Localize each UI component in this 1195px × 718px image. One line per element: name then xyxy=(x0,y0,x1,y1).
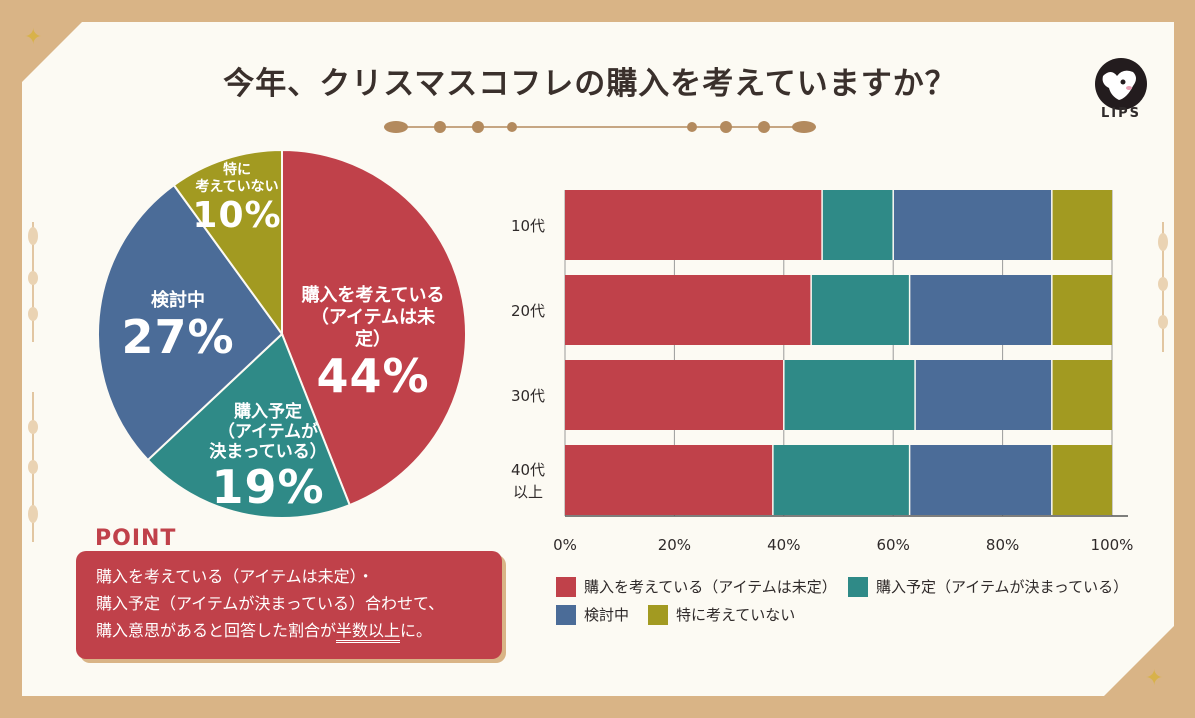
lips-logo-icon xyxy=(1095,58,1147,110)
point-highlight: 半数以上 xyxy=(336,621,401,643)
pie-percent: 44% xyxy=(316,349,430,403)
bar-segment xyxy=(565,445,773,515)
bar-segment xyxy=(1051,445,1112,515)
sparkle-icon: ✦ xyxy=(24,25,43,50)
pie-label-text: 検討中 xyxy=(151,290,205,311)
legend-item: 検討中 xyxy=(556,604,629,625)
point-line: 購入を考えている（アイテムは未定）・ xyxy=(96,567,374,586)
pie-chart xyxy=(97,148,467,519)
point-text-part: 購入意思があると回答した割合が xyxy=(96,621,337,640)
legend-swatch xyxy=(556,604,576,625)
left-ornament xyxy=(22,222,44,552)
bar-segment xyxy=(909,445,1052,515)
x-tick-label: 100% xyxy=(1091,536,1134,554)
legend-swatch xyxy=(848,576,868,597)
category-label: 20代 xyxy=(511,302,545,320)
pie-percent: 27% xyxy=(121,310,235,364)
legend-item: 特に考えていない xyxy=(648,604,795,625)
pie-label-text: 決まっている） xyxy=(209,442,327,462)
pie-label-considering: 検討中 27% xyxy=(108,290,248,362)
pie-label-planning-undecided: 購入を考えている （アイテムは未定） 44% xyxy=(298,285,448,401)
legend-item: 購入を考えている（アイテムは未定） xyxy=(556,576,837,597)
legend-label: 購入予定（アイテムが決まっている） xyxy=(876,578,1129,596)
bar-segment xyxy=(915,360,1052,430)
category-label: 以上 xyxy=(513,483,543,501)
pie-label-not-considering: 特に 考えていない 10% xyxy=(167,162,307,236)
bar-segment xyxy=(893,190,1052,260)
pie-label-text: 購入を考えている xyxy=(301,285,445,306)
point-text-part: に。 xyxy=(400,621,433,640)
pie-label-planning-decided: 購入予定 （アイテムが 決まっている） 19% xyxy=(198,402,338,512)
pie-percent: 19% xyxy=(211,460,325,514)
bar-segment xyxy=(565,275,812,345)
bar-segment xyxy=(565,360,784,430)
bar-segment xyxy=(1051,190,1112,260)
x-tick-label: 20% xyxy=(658,536,691,554)
category-label: 40代 xyxy=(511,461,545,479)
legend-label: 検討中 xyxy=(584,606,630,624)
pie-label-text: （アイテムは未定） xyxy=(310,307,436,350)
legend-swatch xyxy=(648,604,668,625)
pie-slice xyxy=(172,148,283,338)
point-title: POINT xyxy=(95,526,177,551)
pie-slice xyxy=(281,148,467,507)
title-ornament xyxy=(384,121,816,133)
bar-segment xyxy=(909,275,1052,345)
x-tick-label: 40% xyxy=(767,536,800,554)
logo-text: LIPS xyxy=(1100,106,1141,121)
pie-percent: 10% xyxy=(192,195,282,236)
pie-label-text: （アイテムが xyxy=(217,422,319,442)
point-text: 購入を考えている（アイテムは未定）・ 購入予定（アイテムが決まっている）合わせて… xyxy=(96,563,492,644)
right-ornament xyxy=(1152,222,1174,552)
pie-slice xyxy=(97,183,284,462)
x-tick-label: 60% xyxy=(877,536,910,554)
sparkle-icon: ✦ xyxy=(1145,666,1164,691)
category-label: 30代 xyxy=(511,387,545,405)
bar-segment xyxy=(1051,360,1112,430)
legend-item: 購入予定（アイテムが決まっている） xyxy=(848,576,1128,597)
legend-swatch xyxy=(556,576,576,597)
x-tick-label: 0% xyxy=(553,536,577,554)
pie-label-text: 特に xyxy=(223,162,251,178)
bar-segment xyxy=(772,445,910,515)
category-label: 10代 xyxy=(511,217,545,235)
bar-segment xyxy=(1051,275,1112,345)
bar-segment xyxy=(822,190,894,260)
bar-segment xyxy=(565,190,823,260)
point-box: 購入を考えている（アイテムは未定）・ 購入予定（アイテムが決まっている）合わせて… xyxy=(76,551,502,659)
x-tick-label: 80% xyxy=(986,536,1019,554)
pie-label-text: 購入予定 xyxy=(234,402,302,422)
pie-label-text: 考えていない xyxy=(195,179,279,195)
legend-label: 購入を考えている（アイテムは未定） xyxy=(584,578,837,596)
page-title: 今年、クリスマスコフレの購入を考えていますか？ xyxy=(223,66,957,102)
point-line: 購入予定（アイテムが決まっている）合わせて、 xyxy=(96,594,445,613)
pie-slice xyxy=(146,332,352,519)
bar-segment xyxy=(783,360,916,430)
bar-segment xyxy=(811,275,910,345)
point-line: 購入意思があると回答した割合が半数以上に。 xyxy=(96,617,492,644)
legend-label: 特に考えていない xyxy=(676,606,796,624)
